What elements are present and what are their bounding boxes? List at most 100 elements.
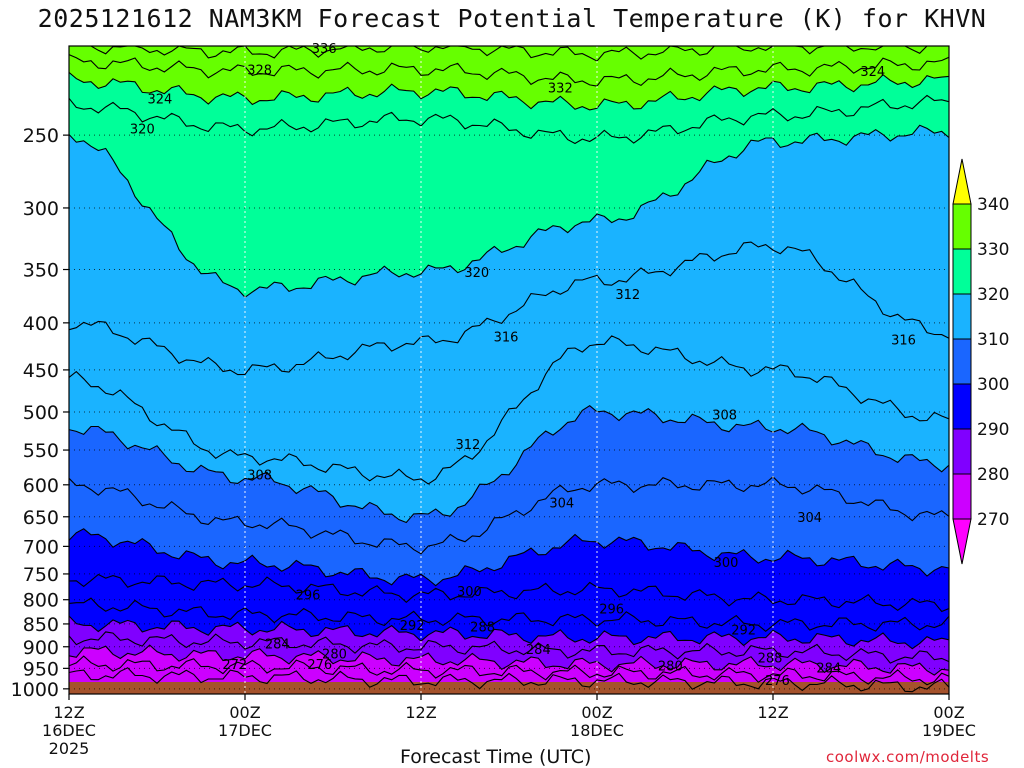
theta-band xyxy=(69,335,949,523)
contour-label: 320 xyxy=(464,266,489,281)
theta-band xyxy=(69,242,949,484)
theta-band xyxy=(69,95,949,298)
x-tick-label-time: 12Z xyxy=(405,703,436,722)
contour-label: 308 xyxy=(712,408,737,423)
isentrope-line xyxy=(69,54,949,87)
y-tick-label: 850 xyxy=(23,614,59,636)
isentrope-line xyxy=(69,655,949,686)
isentrope-line xyxy=(69,597,949,633)
colorbar-arrow-bottom xyxy=(952,518,972,565)
theta-band xyxy=(69,528,949,612)
contour-label: 332 xyxy=(548,82,573,97)
contour-label: 316 xyxy=(494,331,519,346)
y-tick-label: 800 xyxy=(23,590,59,612)
x-tick-label-date: 16DEC xyxy=(42,721,96,740)
contour-label: 284 xyxy=(265,638,290,653)
y-tick-label: 500 xyxy=(23,402,59,424)
y-tick-label: 250 xyxy=(23,125,59,147)
colorbar-swatch xyxy=(952,248,972,295)
contour-label: 272 xyxy=(222,658,247,673)
y-tick-label: 600 xyxy=(23,475,59,497)
colorbar-label: 270 xyxy=(977,510,1009,530)
y-tick-label: 450 xyxy=(23,360,59,382)
contour-label: 280 xyxy=(322,647,347,662)
isentrope-line xyxy=(69,476,949,555)
colorbar-swatch xyxy=(952,428,972,475)
contour-label: 316 xyxy=(891,333,916,348)
theta-band xyxy=(69,631,949,676)
colorbar-swatch xyxy=(952,473,972,520)
y-tick-label: 300 xyxy=(23,198,59,220)
isentrope-line xyxy=(69,528,949,587)
x-tick-label-date: 17DEC xyxy=(218,721,272,740)
theta-band xyxy=(69,616,949,664)
isentrope-line xyxy=(69,94,949,145)
colorbar-swatch xyxy=(952,338,972,385)
isentrope-line xyxy=(69,631,949,664)
colorbar-swatch xyxy=(952,203,972,250)
colorbar-swatch xyxy=(952,383,972,430)
x-tick-label-time: 00Z xyxy=(933,703,964,722)
colorbar-label: 280 xyxy=(977,465,1009,485)
isentrope-line xyxy=(69,124,949,299)
isentrope-line xyxy=(69,405,949,524)
theta-band xyxy=(69,476,949,586)
chart-title: 2025121612 NAM3KM Forecast Potential Tem… xyxy=(37,4,987,33)
y-axis: 2503003504004505005506006507007508008509… xyxy=(11,125,69,701)
contour-label: 304 xyxy=(797,511,822,526)
colorbar-arrow-top xyxy=(952,158,972,205)
y-tick-label: 900 xyxy=(23,637,59,659)
colorbar-label: 340 xyxy=(977,195,1009,215)
contour-label: 320 xyxy=(130,123,155,138)
isentrope-line xyxy=(69,241,949,376)
colorbar-swatch xyxy=(952,293,972,340)
contour-label: 300 xyxy=(457,585,482,600)
x-tick-label-date: 18DEC xyxy=(570,721,624,740)
colorbar-label: 330 xyxy=(977,240,1009,260)
contour-label: 284 xyxy=(816,662,841,677)
y-tick-label: 950 xyxy=(23,658,59,680)
x-tick-label-year: 2025 xyxy=(49,739,90,758)
contour-label: 300 xyxy=(714,556,739,571)
contour-label: 324 xyxy=(148,92,173,107)
theta-band xyxy=(69,54,949,110)
contour-label: 312 xyxy=(615,288,640,303)
x-axis-title: Forecast Time (UTC) xyxy=(400,746,592,768)
contour-label: 304 xyxy=(549,496,574,511)
contour-label: 284 xyxy=(526,643,551,658)
contour-label: 324 xyxy=(860,65,885,80)
y-tick-label: 700 xyxy=(23,536,59,558)
y-tick-label: 650 xyxy=(23,507,59,529)
contour-label: 308 xyxy=(247,469,272,484)
isentrope-line xyxy=(69,667,949,693)
theta-band xyxy=(69,46,949,87)
contour-label: 312 xyxy=(456,438,481,453)
contour-label: 288 xyxy=(758,651,783,666)
contour-label: 296 xyxy=(599,603,624,618)
contour-label: 296 xyxy=(296,589,321,604)
y-tick-label: 550 xyxy=(23,440,59,462)
y-tick-label: 400 xyxy=(23,313,59,335)
x-tick-label-time: 00Z xyxy=(229,703,260,722)
contour-label: 292 xyxy=(400,619,425,634)
filled-contours xyxy=(69,46,949,694)
isentrope-line xyxy=(69,46,949,62)
colorbar-label: 290 xyxy=(977,420,1009,440)
isentrope-line xyxy=(69,573,949,613)
contour-label: 276 xyxy=(765,674,790,689)
isentrope-line xyxy=(69,335,949,485)
terrain-strip xyxy=(69,682,949,694)
x-tick-label-time: 12Z xyxy=(757,703,788,722)
watermark: coolwx.com/modelts xyxy=(826,748,990,766)
colorbar-label: 320 xyxy=(977,285,1009,305)
isentrope-line xyxy=(69,615,949,650)
theta-band xyxy=(69,598,949,649)
contour-label: 276 xyxy=(307,658,332,673)
theta-band xyxy=(69,574,949,632)
contour-label: 328 xyxy=(247,63,272,78)
colorbar-label: 300 xyxy=(977,375,1009,395)
colorbar: 270 280 290 300 310 320 330 340 xyxy=(952,158,1009,565)
isentrope-line xyxy=(69,644,949,676)
